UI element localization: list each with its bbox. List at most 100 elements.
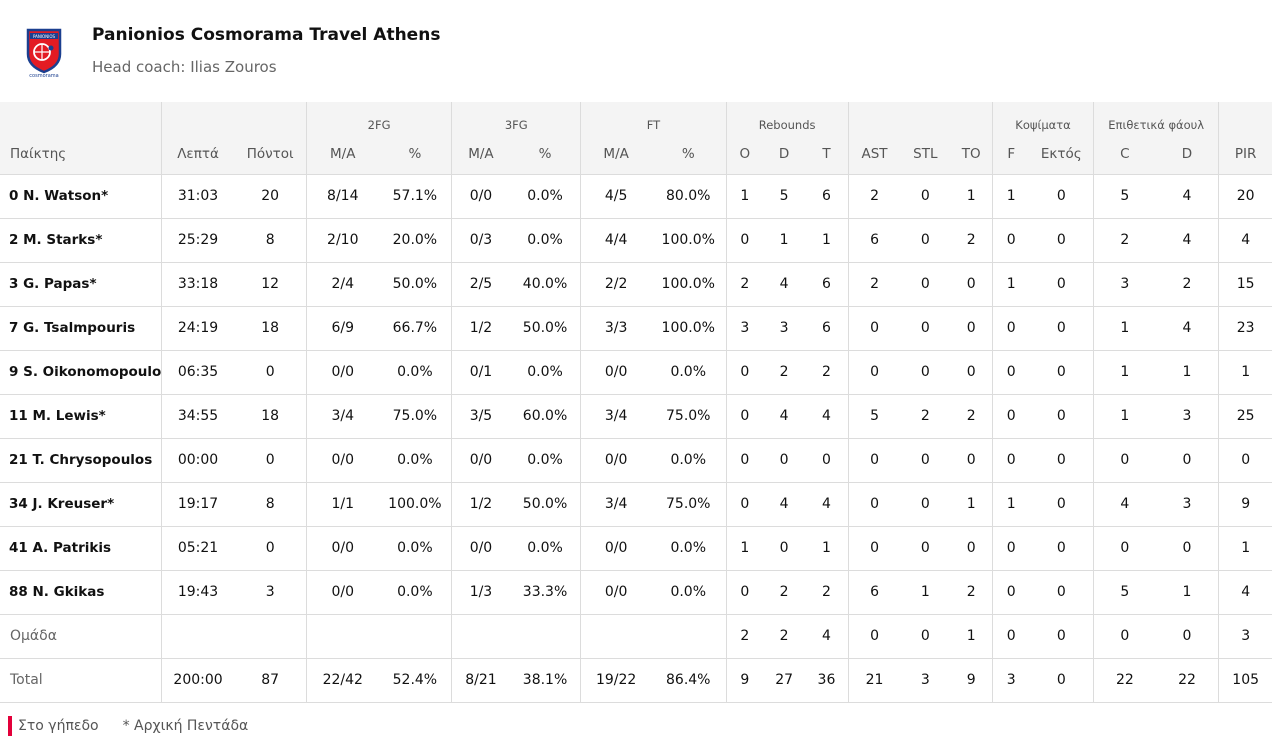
col-minutes[interactable]: Λεπτά: [160, 134, 235, 175]
cell-to: 1: [950, 174, 993, 219]
cell-reb-o: 0: [725, 394, 764, 439]
cell-points: 20: [234, 174, 307, 219]
cell-reb-t: 4: [805, 394, 849, 439]
cell-player[interactable]: 0 N. Watson*: [0, 174, 162, 219]
table-row[interactable]: 9 S. Oikonomopoulos 06:35 0 0/0 0.0% 0/1 0.0% 0…: [0, 350, 1272, 395]
col-2fg-pct[interactable]: %: [378, 134, 452, 175]
cell-2fg-ma: 2/4: [305, 262, 379, 307]
cell-ft-pct: 75.0%: [650, 482, 727, 527]
col-foul-d[interactable]: D: [1155, 134, 1219, 175]
table-row[interactable]: 11 M. Lewis* 34:55 18 3/4 75.0% 3/5 60.0% 3/4 75…: [0, 394, 1272, 439]
col-reb-t[interactable]: T: [805, 134, 849, 175]
cell-reb-d: 4: [763, 482, 806, 527]
group-blank-pir: [1218, 102, 1272, 134]
cell-ft-pct: 80.0%: [650, 174, 727, 219]
cell-ast: 0: [847, 306, 901, 351]
table-row[interactable]: 41 A. Patrikis 05:21 0 0/0 0.0% 0/0 0.0% 0/0 0.0…: [0, 526, 1272, 571]
cell-reb-d: 5: [763, 174, 806, 219]
col-3fg-ma[interactable]: M/A: [451, 134, 510, 175]
group-blank-ast: [847, 102, 993, 134]
table-row[interactable]: 21 T. Chrysopoulos 00:00 0 0/0 0.0% 0/0 0.0% 0/…: [0, 438, 1272, 483]
cell-foul-c: 5: [1093, 174, 1156, 219]
on-court-marker: [8, 716, 12, 736]
col-to[interactable]: TO: [950, 134, 993, 175]
cell-ft-pct: 100.0%: [650, 218, 727, 263]
col-ft-pct[interactable]: %: [650, 134, 727, 175]
cell-3fg-pct: 0.0%: [509, 174, 581, 219]
team-logo-icon: PANIONIOS cosmorama: [26, 28, 62, 78]
cell-player[interactable]: 11 M. Lewis*: [0, 394, 162, 439]
table-row[interactable]: 7 G. Tsalmpouris 24:19 18 6/9 66.7% 1/2 50.0% 3…: [0, 306, 1272, 351]
col-ft-ma[interactable]: M/A: [580, 134, 651, 175]
cell-player[interactable]: 9 S. Oikonomopoulos: [0, 350, 162, 395]
cell-3fg-ma: 8/21: [451, 658, 510, 703]
cell-3fg-ma: 2/5: [451, 262, 510, 307]
cell-blk-f: 0: [991, 438, 1030, 483]
cell-minutes: 25:29: [160, 218, 235, 263]
cell-ast: 6: [847, 570, 901, 615]
col-ast[interactable]: AST: [847, 134, 901, 175]
cell-reb-o: 3: [725, 306, 764, 351]
cell-player[interactable]: 21 T. Chrysopoulos: [0, 438, 162, 483]
cell-blk-f: 0: [991, 218, 1030, 263]
cell-reb-o: 0: [725, 438, 764, 483]
cell-ft-ma: 2/2: [580, 262, 651, 307]
cell-player[interactable]: 41 A. Patrikis: [0, 526, 162, 571]
table-row[interactable]: 0 N. Watson* 31:03 20 8/14 57.1% 0/0 0.0% 4/5 80…: [0, 174, 1272, 219]
col-stl[interactable]: STL: [900, 134, 951, 175]
cell-minutes: 200:00: [160, 658, 235, 703]
cell-ft-pct: 86.4%: [650, 658, 727, 703]
coach-label: Head coach:: [92, 58, 186, 76]
cell-pir: 3: [1218, 614, 1272, 659]
cell-ast: 2: [847, 174, 901, 219]
cell-foul-d: 3: [1155, 394, 1219, 439]
cell-stl: 1: [900, 570, 951, 615]
table-row[interactable]: 34 J. Kreuser* 19:17 8 1/1 100.0% 1/2 50.0% 3/4…: [0, 482, 1272, 527]
cell-player[interactable]: 2 M. Starks*: [0, 218, 162, 263]
column-header-row: Παίκτης Λεπτά Πόντοι M/A % M/A % M/A % O…: [0, 134, 1272, 175]
cell-stl: 3: [900, 658, 951, 703]
cell-blk-f: 0: [991, 306, 1030, 351]
legend-starter: * Αρχική Πεντάδα: [122, 718, 249, 734]
box-score-body: 0 N. Watson* 31:03 20 8/14 57.1% 0/0 0.0% 4/5 80…: [0, 174, 1272, 703]
cell-2fg-pct: [378, 614, 452, 659]
cell-minutes: [160, 614, 235, 659]
cell-2fg-pct: 0.0%: [378, 526, 452, 571]
cell-3fg-ma: 0/0: [451, 174, 510, 219]
cell-foul-c: 0: [1093, 438, 1156, 483]
cell-2fg-pct: 57.1%: [378, 174, 452, 219]
col-3fg-pct[interactable]: %: [509, 134, 581, 175]
cell-2fg-ma: 0/0: [305, 438, 379, 483]
col-player[interactable]: Παίκτης: [0, 134, 162, 175]
cell-player: Total: [0, 658, 162, 703]
col-reb-d[interactable]: D: [763, 134, 806, 175]
cell-player[interactable]: 34 J. Kreuser*: [0, 482, 162, 527]
col-blk-f[interactable]: F: [991, 134, 1030, 175]
col-blk-against[interactable]: Εκτός: [1029, 134, 1094, 175]
cell-player[interactable]: 3 G. Papas*: [0, 262, 162, 307]
cell-reb-d: 0: [763, 526, 806, 571]
cell-player[interactable]: 88 N. Gkikas: [0, 570, 162, 615]
col-foul-c[interactable]: C: [1093, 134, 1156, 175]
cell-ft-pct: 100.0%: [650, 306, 727, 351]
col-reb-o[interactable]: O: [725, 134, 764, 175]
cell-player[interactable]: 7 G. Tsalmpouris: [0, 306, 162, 351]
table-row[interactable]: 88 N. Gkikas 19:43 3 0/0 0.0% 1/3 33.3% 0/0 0.0%…: [0, 570, 1272, 615]
cell-2fg-pct: 50.0%: [378, 262, 452, 307]
col-points[interactable]: Πόντοι: [234, 134, 307, 175]
group-3fg: 3FG: [451, 102, 581, 134]
svg-text:PANIONIOS: PANIONIOS: [33, 34, 56, 39]
cell-reb-t: 4: [805, 482, 849, 527]
cell-stl: 0: [900, 174, 951, 219]
cell-blk-against: 0: [1029, 262, 1094, 307]
table-row[interactable]: 3 G. Papas* 33:18 12 2/4 50.0% 2/5 40.0% 2/2 100…: [0, 262, 1272, 307]
table-row[interactable]: 2 M. Starks* 25:29 8 2/10 20.0% 0/3 0.0% 4/4 100…: [0, 218, 1272, 263]
group-blocks: Κοψίματα: [991, 102, 1094, 134]
cell-stl: 0: [900, 262, 951, 307]
col-2fg-ma[interactable]: M/A: [305, 134, 379, 175]
col-pir[interactable]: PIR: [1218, 134, 1272, 175]
legend: Στο γήπεδο * Αρχική Πεντάδα: [8, 716, 248, 736]
cell-to: 0: [950, 438, 993, 483]
cell-foul-d: 4: [1155, 218, 1219, 263]
cell-ast: 0: [847, 438, 901, 483]
